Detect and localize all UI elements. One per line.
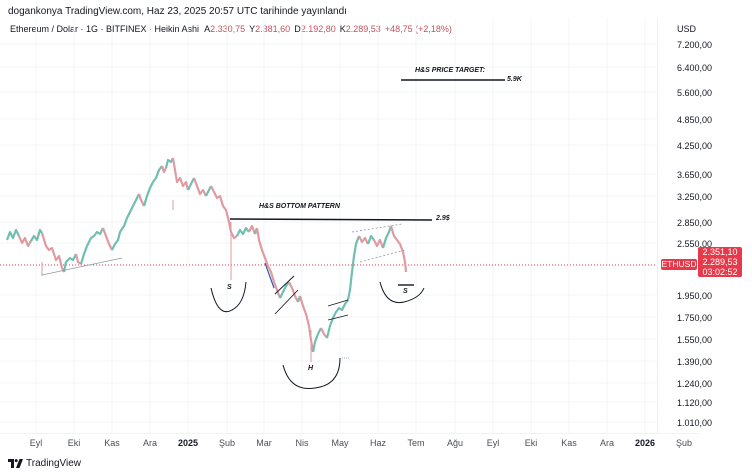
head-arc bbox=[282, 357, 341, 390]
x-tick: Şub bbox=[675, 438, 693, 448]
tradingview-brand[interactable]: TradingView bbox=[8, 458, 81, 469]
x-tick: Mar bbox=[256, 438, 272, 448]
x-tick: Şub bbox=[218, 438, 236, 448]
time-axis-divider bbox=[0, 433, 700, 434]
x-tick: Ara bbox=[599, 438, 615, 448]
y-tick: 1.240,00 bbox=[677, 379, 713, 389]
y-tick: 6.400,00 bbox=[677, 63, 713, 73]
y-tick: 1.010,00 bbox=[677, 418, 713, 428]
neckline bbox=[229, 218, 433, 221]
right-shoulder-arc bbox=[379, 281, 425, 304]
close-label: K bbox=[339, 24, 346, 34]
x-tick: 2025 bbox=[177, 438, 199, 448]
left-shoulder-label: S bbox=[227, 284, 232, 291]
high-label: Y bbox=[249, 24, 256, 34]
price-line-2: 2.289,53 bbox=[702, 257, 738, 267]
flag-line bbox=[327, 299, 349, 307]
symbol-description: Ethereum / Dolar · 1G · BITFINEX · Heiki… bbox=[10, 24, 200, 34]
price-line-1: 2.351,10 bbox=[702, 247, 738, 257]
x-tick: Kas bbox=[104, 438, 120, 448]
symbol-legend: Ethereum / Dolar · 1G · BITFINEX · Heiki… bbox=[10, 24, 452, 34]
last-price-box: 2.351,10 2.289,53 03:02:52 bbox=[698, 247, 742, 277]
x-tick: Kas bbox=[561, 438, 577, 448]
flag-line bbox=[327, 314, 349, 321]
x-tick: Ara bbox=[142, 438, 158, 448]
change-value: +48,75 (+2,18%) bbox=[384, 24, 452, 34]
x-tick: Eki bbox=[67, 438, 81, 448]
x-tick: Nis bbox=[295, 438, 309, 448]
y-tick: 2.850,00 bbox=[677, 218, 713, 228]
y-tick: 4.250,00 bbox=[677, 141, 713, 151]
y-tick: 1.550,00 bbox=[677, 335, 713, 345]
low-label: D bbox=[294, 24, 301, 34]
y-tick: 1.390,00 bbox=[677, 357, 713, 367]
wicks bbox=[41, 200, 312, 362]
x-tick: Haz bbox=[369, 438, 387, 448]
channel-line bbox=[351, 223, 403, 233]
x-tick: Tem bbox=[407, 438, 425, 448]
high-value: 2.381,60 bbox=[255, 24, 291, 34]
y-tick: 3.650,00 bbox=[677, 170, 713, 180]
close-value: 2.289,53 bbox=[345, 24, 381, 34]
y-tick: 2.550,00 bbox=[677, 239, 713, 249]
neckline-value: 2.9$ bbox=[436, 215, 450, 222]
right-shoulder-label: S bbox=[403, 288, 408, 295]
y-tick: 7.200,00 bbox=[677, 40, 713, 50]
currency-label[interactable]: USD bbox=[677, 24, 697, 34]
support-trendline bbox=[41, 257, 123, 276]
flag-line bbox=[274, 275, 295, 295]
x-tick: Ağu bbox=[446, 438, 464, 448]
x-tick: May bbox=[331, 438, 349, 448]
flag-line bbox=[274, 289, 299, 315]
x-tick: Eki bbox=[524, 438, 538, 448]
brand-name: TradingView bbox=[26, 458, 82, 469]
grid-lines bbox=[0, 18, 657, 433]
channel-line bbox=[359, 249, 406, 263]
open-label: A bbox=[204, 24, 211, 34]
tradingview-logo-icon bbox=[8, 459, 23, 468]
x-tick: Eyl bbox=[486, 438, 500, 448]
publication-info: dogankonya TradingView.com, Haz 23, 2025… bbox=[8, 6, 347, 17]
target-value: 5.9K bbox=[507, 76, 522, 83]
y-tick: 4.850,00 bbox=[677, 115, 713, 125]
price-axis-divider bbox=[657, 18, 658, 434]
low-value: 2.192,80 bbox=[300, 24, 336, 34]
symbol-price-tag: ETHUSD bbox=[661, 259, 697, 270]
x-tick: 2026 bbox=[634, 438, 656, 448]
open-value: 2.330,75 bbox=[210, 24, 246, 34]
y-tick: 1.950,00 bbox=[677, 291, 713, 301]
pattern-title: H&S BOTTOM PATTERN bbox=[259, 203, 340, 210]
left-shoulder-arc bbox=[210, 281, 247, 313]
y-tick: 3.250,00 bbox=[677, 192, 713, 202]
y-tick: 5.600,00 bbox=[677, 88, 713, 98]
y-tick: 1.120,00 bbox=[677, 398, 713, 408]
candles bbox=[5, 157, 408, 353]
bar-countdown: 03:02:52 bbox=[702, 267, 738, 277]
wedge-line bbox=[264, 262, 275, 289]
head-label: H bbox=[308, 365, 314, 372]
x-tick: Eyl bbox=[29, 438, 43, 448]
target-title: H&S PRICE TARGET: bbox=[415, 67, 486, 74]
y-tick: 1.750,00 bbox=[677, 313, 713, 323]
